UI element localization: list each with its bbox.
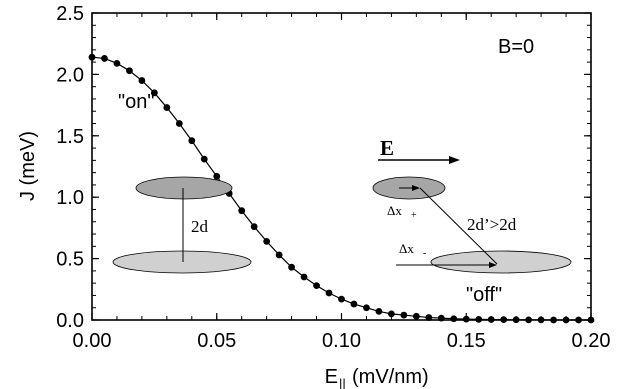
y-tick-label: 1.0 xyxy=(56,187,84,209)
data-point xyxy=(400,311,408,319)
data-point xyxy=(425,314,433,321)
data-point xyxy=(113,59,121,67)
off-bilayer-diagram: E Δx + Δx - 2d’>2d xyxy=(372,136,572,274)
data-point xyxy=(375,308,383,315)
y-tick-label: 2.5 xyxy=(56,3,84,25)
data-point xyxy=(475,315,483,323)
y-axis-title: J (meV) xyxy=(17,131,39,201)
x-tick-label: 0.15 xyxy=(447,330,486,352)
y-tick-label: 1.5 xyxy=(56,126,84,148)
x-axis-title-units: (mV/nm) xyxy=(352,366,429,388)
data-point xyxy=(238,207,246,215)
data-point xyxy=(325,289,333,297)
off-label: "off" xyxy=(466,284,502,306)
data-point xyxy=(575,316,582,324)
y-tick-label: 0.0 xyxy=(56,310,84,332)
data-point xyxy=(213,172,221,180)
x-axis-ticks: 0.00 0.05 0.10 0.15 0.20 xyxy=(73,13,611,352)
separation-label: 2d xyxy=(191,217,209,236)
b-field-label: B=0 xyxy=(498,36,534,58)
shifted-separation-label: 2d’>2d xyxy=(467,215,517,234)
data-point xyxy=(450,315,458,323)
data-point xyxy=(313,282,320,290)
data-point xyxy=(188,137,196,145)
plot-frame xyxy=(91,12,592,321)
field-arrow-head xyxy=(449,156,460,164)
x-tick-label: 0.00 xyxy=(73,330,112,352)
x-axis-title-main: E xyxy=(325,366,338,388)
data-point xyxy=(412,312,420,320)
series-points xyxy=(88,53,595,324)
dx-minus-subscript: - xyxy=(423,248,426,259)
x-axis-title: E || (mV/nm) xyxy=(325,366,429,389)
dx-minus-arrow-head xyxy=(489,262,497,268)
data-point xyxy=(550,316,557,324)
data-point xyxy=(288,263,295,271)
data-point xyxy=(300,273,308,281)
x-tick-label: 0.20 xyxy=(572,330,611,352)
data-point xyxy=(500,316,508,324)
dx-minus-label: Δx xyxy=(399,241,414,256)
data-point xyxy=(163,104,171,111)
lower-layer-ellipse-shifted xyxy=(430,250,572,274)
data-point xyxy=(437,314,445,322)
on-bilayer-diagram: 2d xyxy=(112,176,252,274)
data-point xyxy=(537,316,545,324)
data-point xyxy=(138,77,146,84)
x-tick-label: 0.05 xyxy=(197,330,236,352)
upper-layer-ellipse xyxy=(135,176,233,200)
data-point xyxy=(487,316,495,323)
data-point xyxy=(338,295,345,303)
dx-plus-arrow-head xyxy=(412,185,420,191)
data-point xyxy=(263,238,271,245)
data-point xyxy=(126,67,133,75)
data-point xyxy=(350,300,358,308)
data-point xyxy=(250,223,258,231)
data-point xyxy=(88,53,96,61)
dx-plus-subscript: + xyxy=(411,210,417,221)
shifted-separation-line xyxy=(419,187,498,265)
data-point xyxy=(462,315,470,323)
data-point xyxy=(512,316,520,324)
x-axis-title-subscript: || xyxy=(339,376,346,389)
data-point xyxy=(150,89,158,97)
data-point xyxy=(525,316,533,324)
data-point xyxy=(562,316,570,324)
y-tick-label: 2.0 xyxy=(56,64,84,86)
data-point xyxy=(200,155,208,163)
data-point xyxy=(275,251,283,259)
dx-plus-label: Δx xyxy=(387,203,402,218)
data-point xyxy=(175,120,183,127)
x-tick-label: 0.10 xyxy=(322,330,361,352)
y-axis-ticks: 0.0 0.5 1.0 1.5 2.0 2.5 xyxy=(56,3,591,332)
field-label: E xyxy=(380,136,394,160)
data-point xyxy=(587,316,595,324)
data-point xyxy=(388,310,395,318)
y-tick-label: 0.5 xyxy=(56,249,84,271)
lower-layer-ellipse xyxy=(112,250,252,274)
data-point xyxy=(363,304,370,312)
on-label: "on" xyxy=(118,91,154,113)
data-point xyxy=(101,55,108,62)
